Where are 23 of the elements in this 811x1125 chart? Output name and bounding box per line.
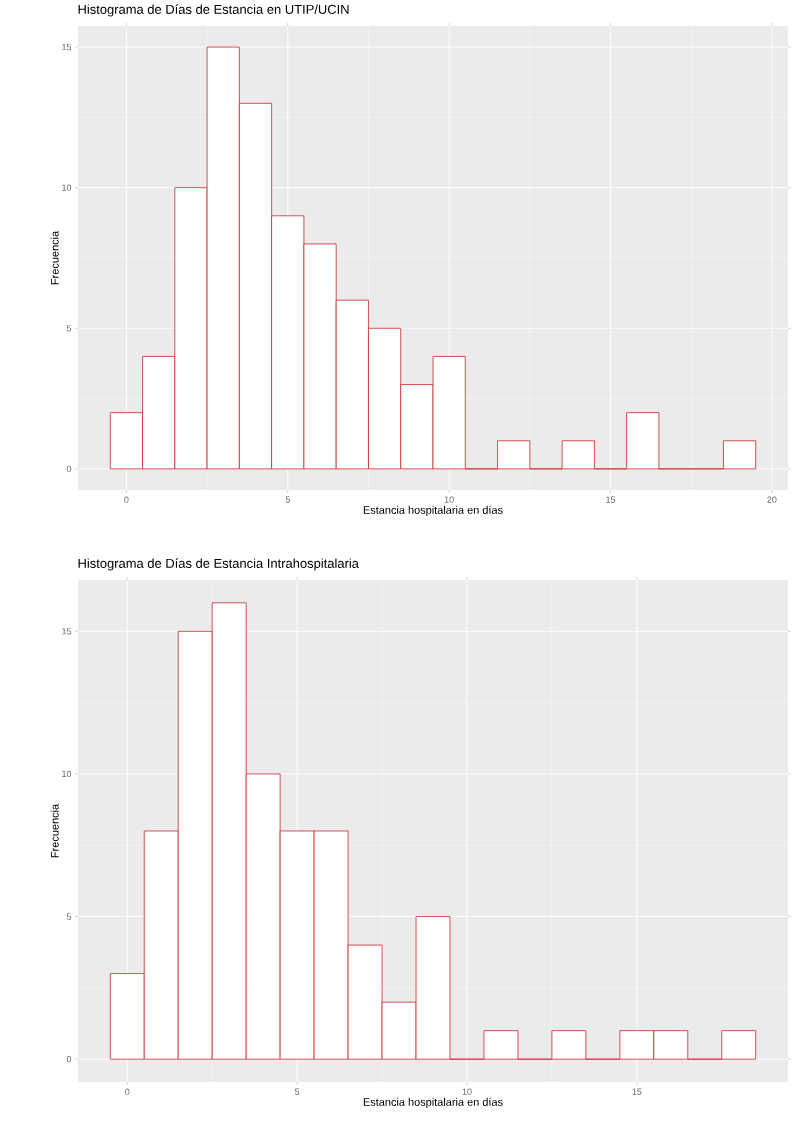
chart-title: Histograma de Días de Estancia en UTIP/UCIN bbox=[78, 4, 349, 17]
y-tick-label: 15 bbox=[62, 43, 72, 51]
y-axis-title: Frecuencia bbox=[50, 803, 59, 858]
x-tick-label: 20 bbox=[767, 496, 777, 503]
x-tick-label: 10 bbox=[444, 496, 454, 503]
x-tick-label: 0 bbox=[124, 496, 129, 503]
x-tick-label: 15 bbox=[632, 1088, 642, 1095]
y-tick-label: 10 bbox=[62, 184, 72, 191]
y-axis-title: Frecuencia bbox=[50, 230, 59, 285]
y-tick-label: 5 bbox=[66, 325, 72, 332]
x-tick-label: 5 bbox=[285, 496, 290, 503]
x-axis-title: Estancia hospitalaria en días bbox=[363, 505, 503, 517]
y-tick-label: 5 bbox=[66, 913, 72, 920]
x-axis-title: Estancia hospitalaria en días bbox=[363, 1097, 503, 1109]
x-tick-label: 5 bbox=[294, 1088, 300, 1095]
y-tick-label: 15 bbox=[62, 628, 72, 635]
x-tick-label: 15 bbox=[606, 496, 616, 503]
x-tick-label: 10 bbox=[462, 1088, 472, 1095]
x-tick-label: 0 bbox=[125, 1088, 130, 1095]
y-tick-label: 10 bbox=[62, 770, 72, 778]
y-tick-label: 0 bbox=[66, 1055, 72, 1063]
y-tick-label: 0 bbox=[66, 465, 72, 473]
chart-title: Histograma de Días de Estancia Intrahospitalaria bbox=[78, 558, 359, 571]
